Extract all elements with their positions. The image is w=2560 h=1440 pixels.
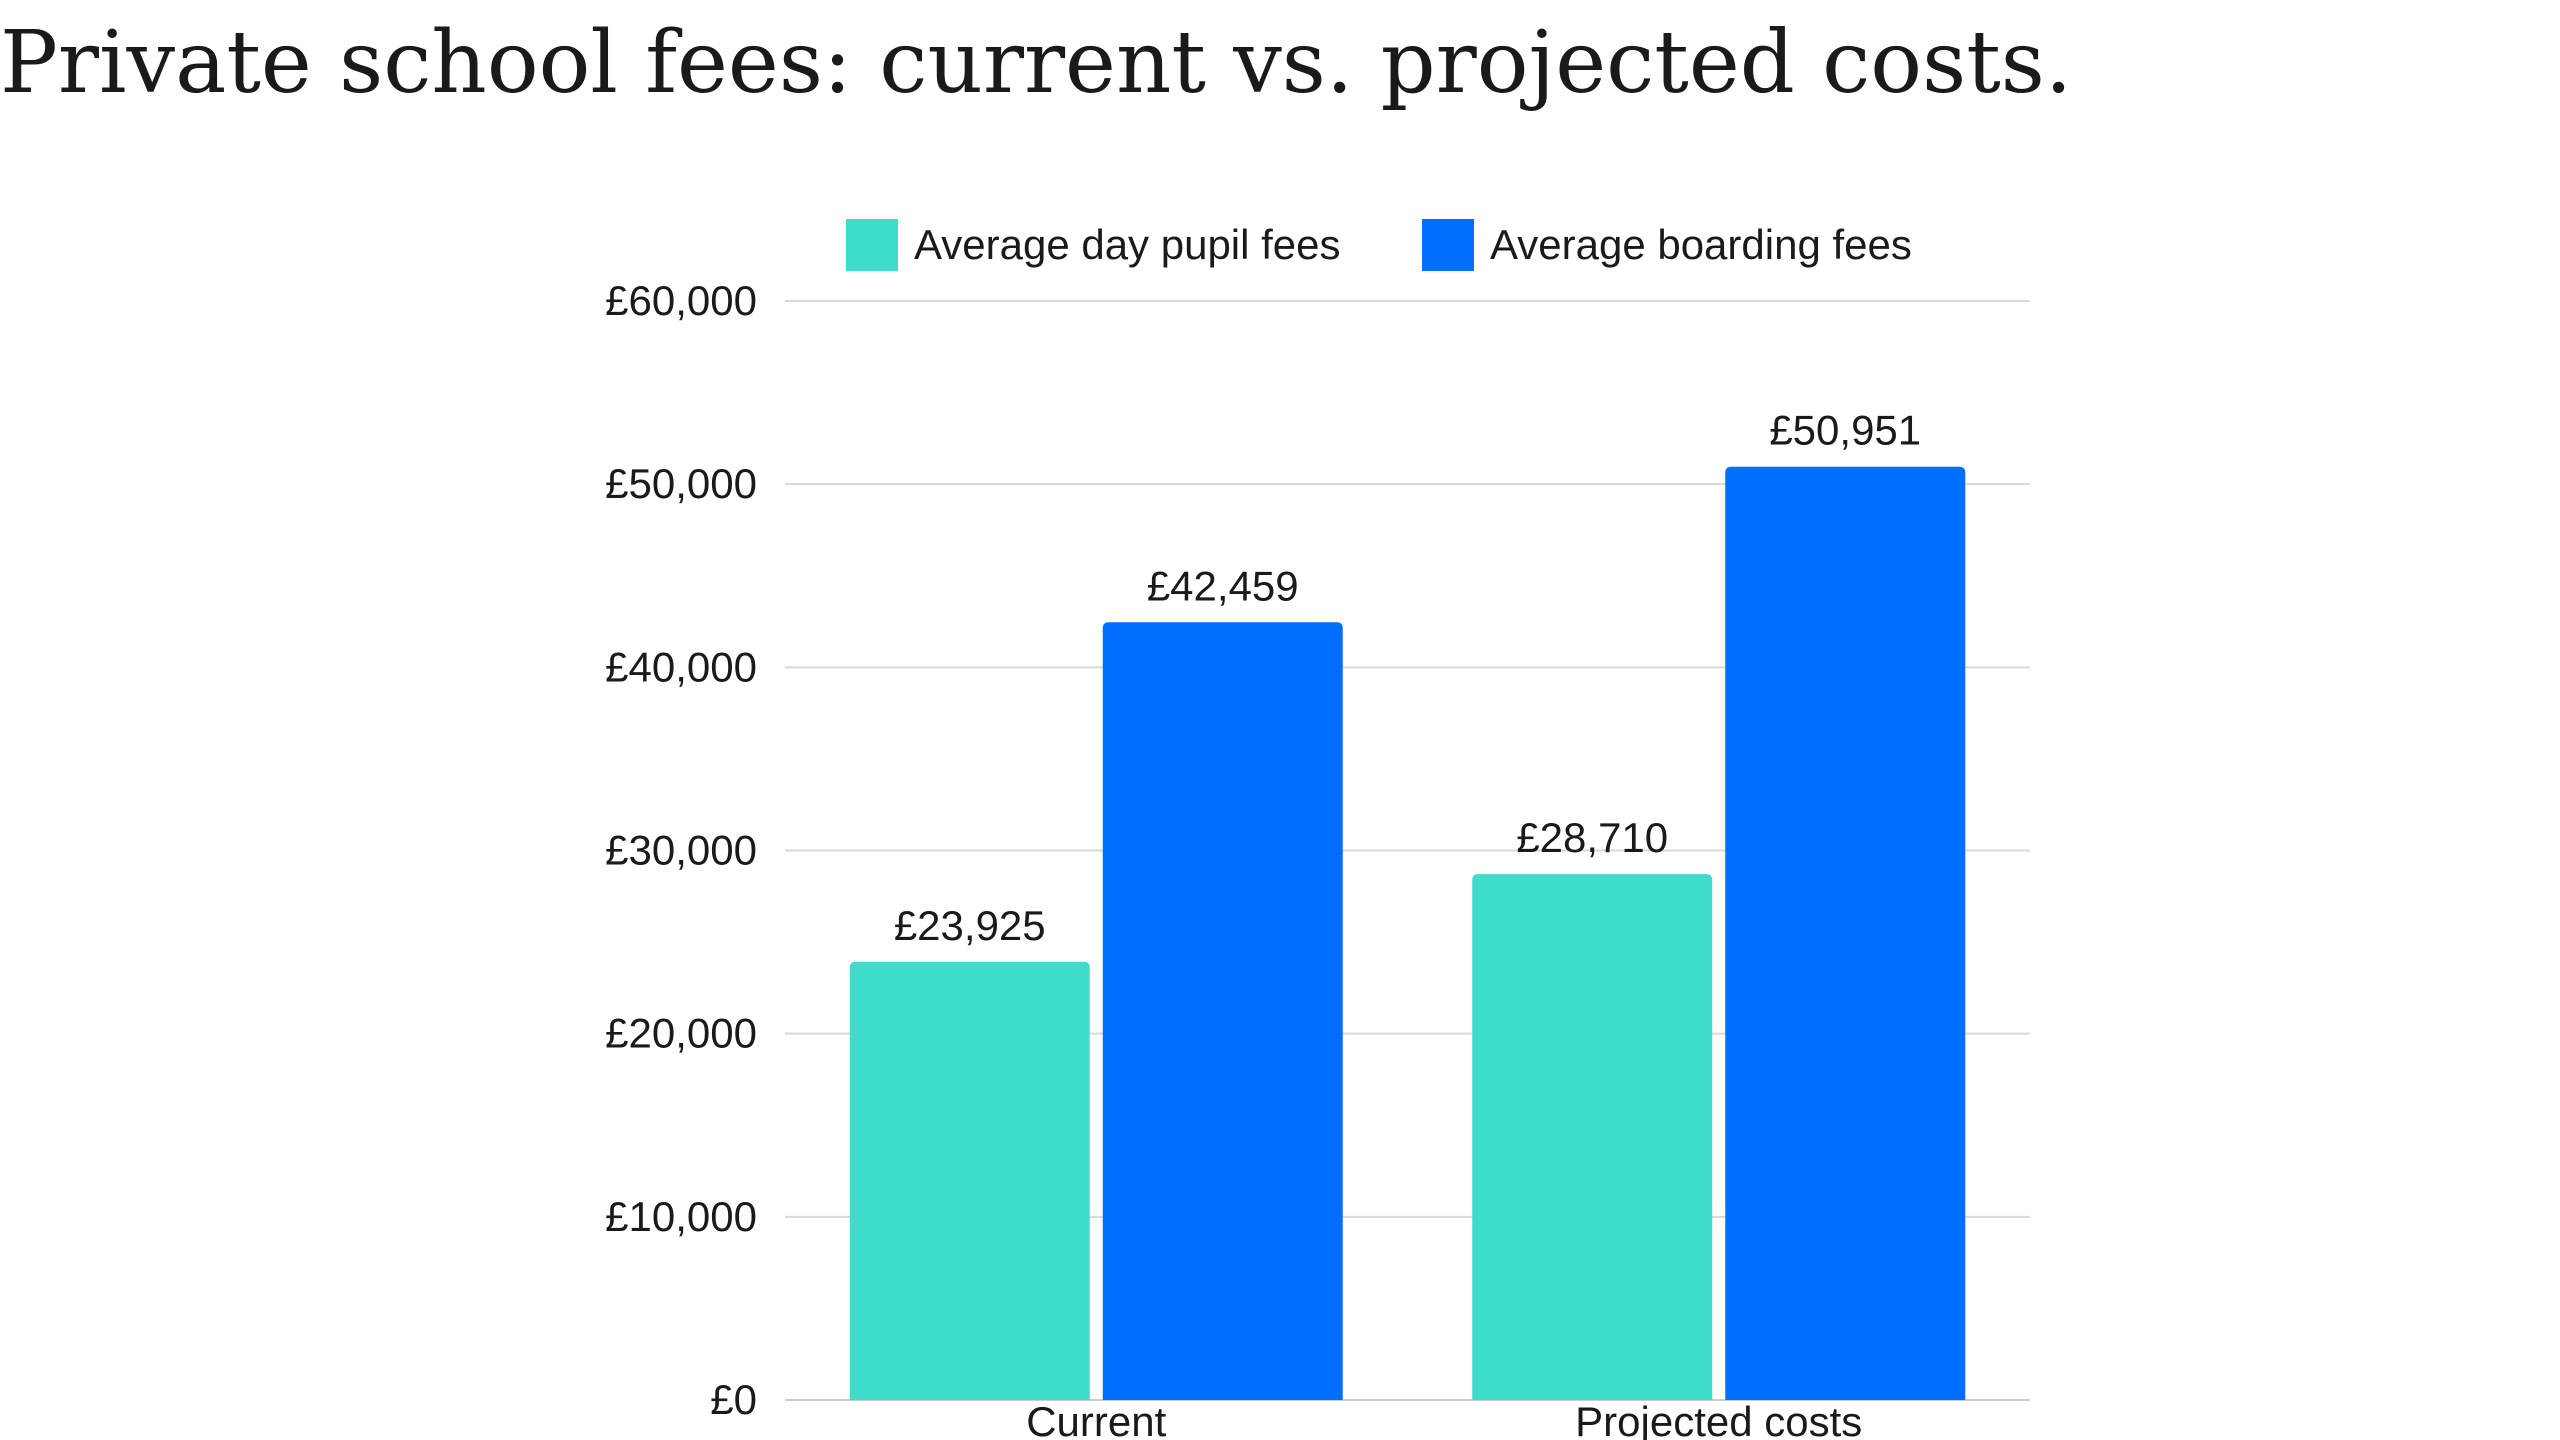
y-tick-label: £20,000 [605, 1010, 757, 1057]
legend: Average day pupil fees Average boarding f… [846, 219, 1912, 271]
y-tick-label: £0 [710, 1376, 757, 1423]
y-tick-label: £30,000 [605, 827, 757, 874]
data-label: £50,951 [1769, 407, 1921, 454]
data-labels: £23,925 £42,459 £28,710 £50,951 [894, 407, 1921, 949]
y-tick-label: £50,000 [605, 460, 757, 507]
y-tick-label: £10,000 [605, 1193, 757, 1240]
bar-day-pupil-projected [1472, 874, 1713, 1400]
data-label: £42,459 [1147, 562, 1299, 609]
legend-swatch [1422, 219, 1474, 271]
bar-boarding-projected [1725, 466, 1966, 1400]
x-tick-label: Current [1026, 1398, 1166, 1440]
bar-boarding-current [1102, 622, 1343, 1400]
legend-label: Average boarding fees [1490, 221, 1912, 268]
bar-day-pupil-current [849, 961, 1090, 1400]
y-axis-ticks: £0 £10,000 £20,000 £30,000 £40,000 £50,000 £60… [605, 277, 757, 1423]
y-tick-label: £60,000 [605, 277, 757, 324]
legend-swatch [846, 219, 898, 271]
data-label: £28,710 [1516, 814, 1668, 861]
page-title: Private school fees: current vs. project… [0, 13, 2073, 113]
legend-label: Average day pupil fees [914, 221, 1341, 268]
bars [849, 466, 1966, 1400]
data-label: £23,925 [894, 902, 1046, 949]
x-axis-ticks: Current Projected costs [1026, 1398, 1862, 1440]
x-tick-label: Projected costs [1575, 1398, 1862, 1440]
y-tick-label: £40,000 [605, 643, 757, 690]
